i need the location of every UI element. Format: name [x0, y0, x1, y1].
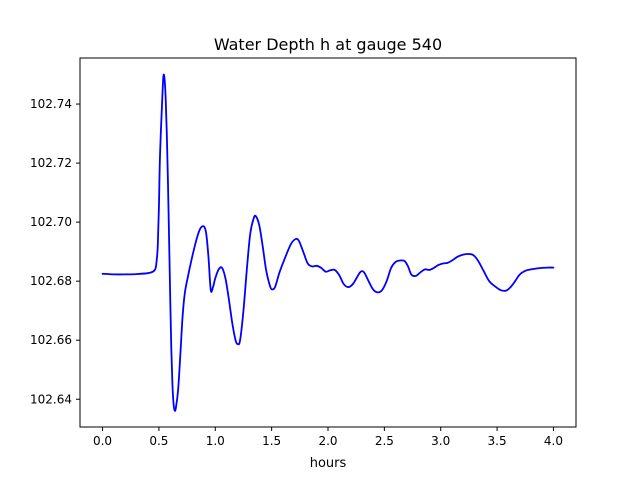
- x-tick-label: 3.0: [431, 434, 450, 448]
- y-tick-label: 102.64: [30, 392, 72, 406]
- y-axis-ticks: 102.64 102.66 102.68 102.70 102.72 102.74: [30, 97, 80, 406]
- y-tick-label: 102.66: [30, 333, 72, 347]
- chart-title: Water Depth h at gauge 540: [214, 35, 442, 54]
- y-tick-label: 102.68: [30, 274, 72, 288]
- x-tick-label: 1.5: [262, 434, 281, 448]
- x-axis-label: hours: [310, 456, 347, 471]
- x-tick-label: 4.0: [544, 434, 563, 448]
- x-tick-label: 1.0: [206, 434, 225, 448]
- x-tick-label: 0.5: [149, 434, 168, 448]
- x-tick-label: 2.5: [375, 434, 394, 448]
- x-tick-label: 0.0: [93, 434, 112, 448]
- series-layer: [101, 73, 555, 412]
- plot-area-frame: [79, 57, 577, 428]
- y-tick-label: 102.70: [30, 215, 72, 229]
- x-tick-label: 3.5: [488, 434, 507, 448]
- y-tick-label: 102.74: [30, 97, 72, 111]
- y-tick-label: 102.72: [30, 156, 72, 170]
- x-tick-label: 2.0: [318, 434, 337, 448]
- x-axis-ticks: 0.0 0.5 1.0 1.5 2.0 2.5 3.0 3.5 4.0: [93, 427, 563, 448]
- series-line: [101, 73, 555, 412]
